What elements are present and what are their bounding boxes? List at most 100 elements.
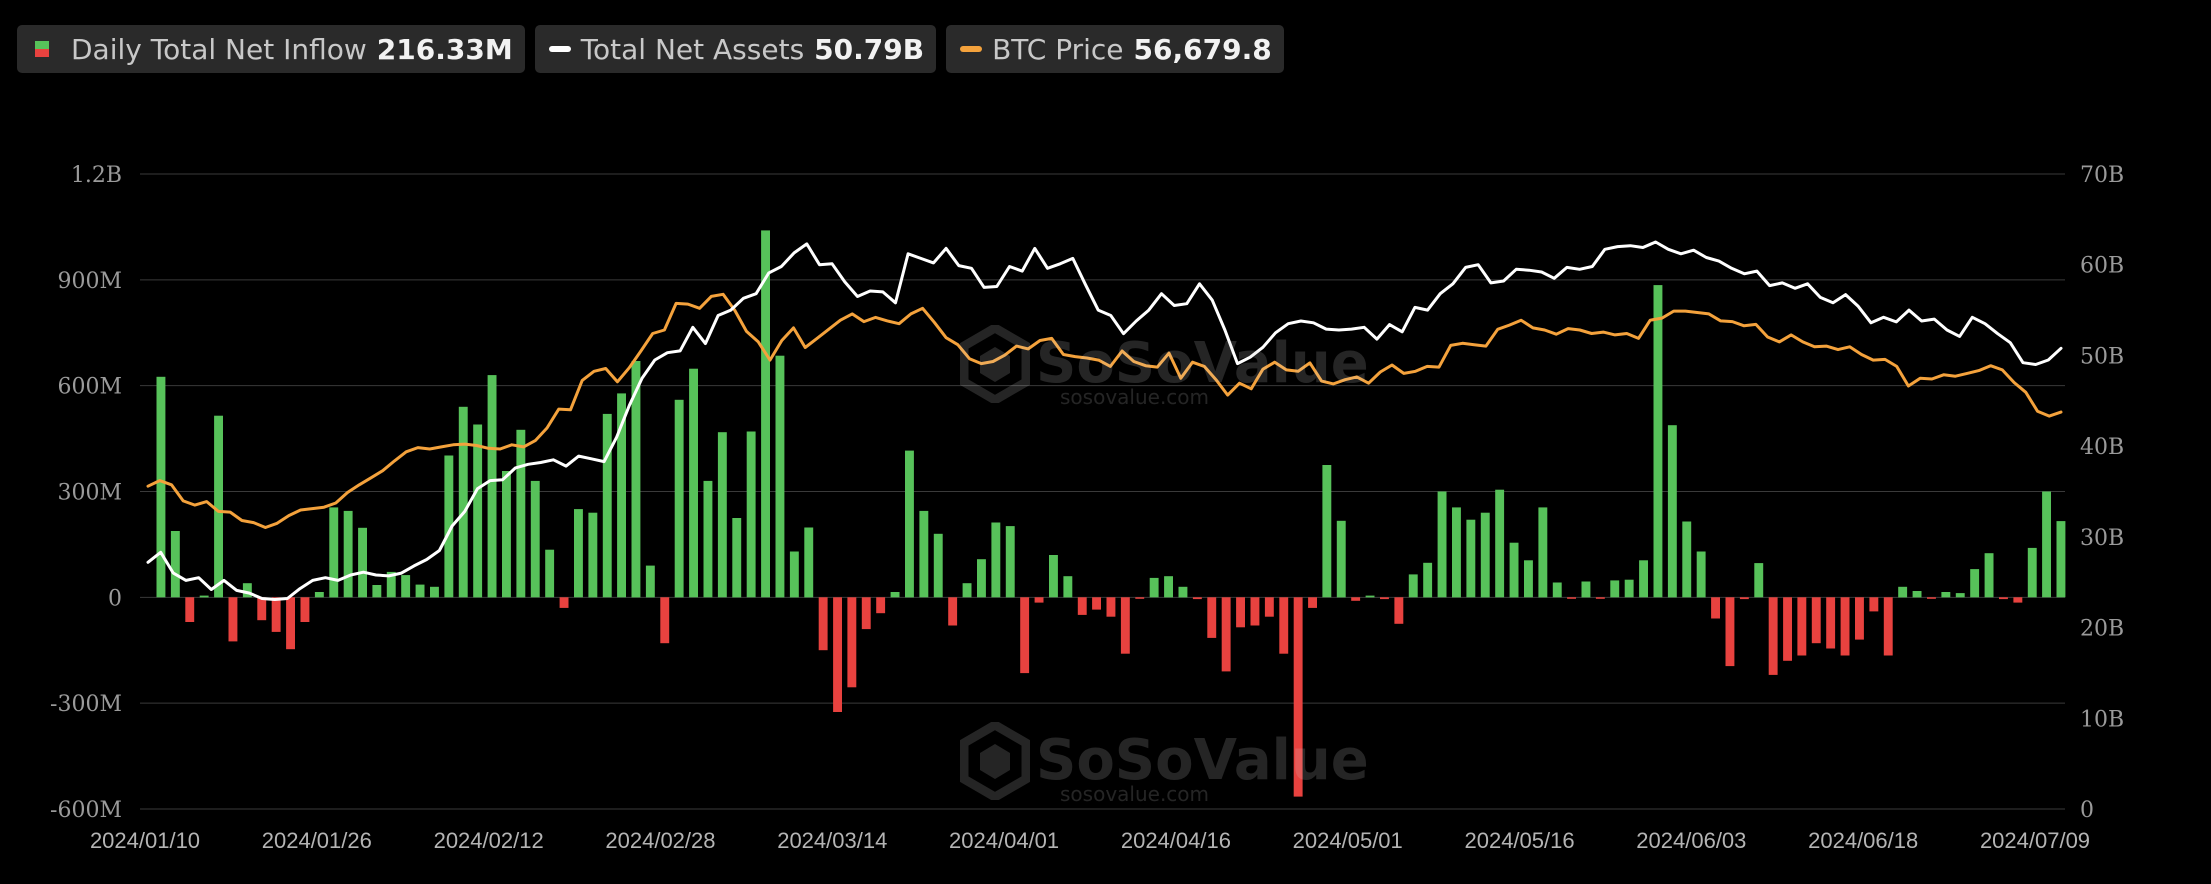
inflow-bar: [1034, 597, 1044, 603]
inflow-bar: [444, 455, 454, 598]
inflow-bar: [645, 565, 655, 598]
inflow-bar: [2042, 491, 2051, 598]
inflow-bar: [1739, 597, 1749, 600]
y-right-tick-label: 20B: [2080, 617, 2124, 642]
inflow-bar: [1927, 597, 1936, 599]
inflow-bar: [1408, 574, 1418, 598]
inflow-bar: [890, 592, 900, 598]
inflow-bar: [242, 583, 252, 598]
inflow-bar: [1696, 551, 1706, 598]
inflow-bar: [602, 413, 612, 598]
inflow-bar: [1984, 553, 1994, 598]
inflow-bar: [286, 597, 295, 650]
inflow-bar: [2013, 597, 2023, 603]
y-right-tick-label: 0: [2080, 798, 2094, 823]
watermark-url: sosovalue.com: [1060, 782, 1210, 806]
y-right-tick-label: 70B: [2080, 163, 2124, 188]
inflow-bar: [1941, 592, 1951, 598]
inflow-bar: [559, 597, 569, 608]
y-right-tick-label: 40B: [2080, 435, 2124, 460]
inflow-bar: [1869, 597, 1879, 612]
inflow-bar: [1005, 526, 1015, 598]
inflow-bar: [833, 597, 842, 712]
inflow-bar: [2027, 547, 2037, 598]
inflow-bar: [1509, 542, 1519, 598]
inflow-bar: [314, 592, 324, 598]
inflow-bar: [271, 597, 281, 632]
inflow-bar: [1351, 597, 1361, 601]
inflow-bar: [1653, 285, 1663, 598]
inflow-bar: [1394, 597, 1404, 624]
inflow-bar: [1207, 597, 1217, 638]
inflow-bar: [1898, 586, 1908, 598]
inflow-bar: [1164, 576, 1173, 598]
inflow-bar: [933, 533, 943, 598]
inflow-bar: [674, 399, 684, 598]
inflow-bar: [775, 355, 785, 598]
inflow-bar: [1624, 579, 1634, 598]
inflow-swatch-icon: [35, 41, 49, 57]
inflow-bar: [228, 597, 238, 642]
inflow-bar: [1192, 597, 1202, 600]
inflow-bar: [358, 527, 367, 598]
y-right-tick-label: 30B: [2080, 526, 2124, 551]
inflow-bar: [1567, 597, 1576, 599]
inflow-bar: [1178, 586, 1188, 598]
inflow-bar: [717, 432, 727, 598]
inflow-bar: [1826, 597, 1836, 649]
inflow-bar: [1308, 597, 1317, 608]
x-tick-label: 2024/02/12: [434, 828, 544, 853]
inflow-bar: [574, 509, 583, 598]
inflow-bar: [343, 510, 353, 598]
inflow-bar: [1711, 597, 1720, 619]
inflow-bar: [401, 575, 411, 598]
inflow-bar: [430, 586, 439, 598]
inflow-bar: [1264, 597, 1274, 617]
x-tick-label: 2024/04/01: [949, 828, 1059, 853]
inflow-bar: [1999, 597, 2008, 600]
inflow-bar: [1437, 491, 1447, 598]
inflow-bar: [1667, 425, 1677, 598]
inflow-bar: [1581, 581, 1591, 598]
legend-bar: Daily Total Net Inflow 216.33M Total Net…: [17, 25, 1284, 73]
inflow-bar: [660, 597, 670, 644]
inflow-bar: [1106, 597, 1116, 617]
inflow-bar: [818, 597, 828, 651]
legend-btc[interactable]: BTC Price 56,679.8: [946, 25, 1284, 73]
inflow-bar: [1135, 597, 1145, 599]
y-left-tick-label: -300M: [50, 692, 122, 717]
inflow-bar: [1423, 562, 1433, 598]
legend-assets[interactable]: Total Net Assets 50.79B: [534, 25, 937, 73]
inflow-bar: [2056, 521, 2066, 598]
inflow-bar: [1236, 597, 1245, 628]
inflow-bar: [1855, 597, 1864, 640]
legend-assets-value: 50.79B: [814, 32, 925, 66]
inflow-bar: [1077, 597, 1087, 615]
y-right-tick-label: 50B: [2080, 344, 2124, 369]
inflow-bar: [170, 531, 180, 598]
y-left-tick-label: -600M: [50, 798, 122, 823]
legend-inflow[interactable]: Daily Total Net Inflow 216.33M: [17, 25, 525, 73]
inflow-bar: [703, 480, 713, 598]
inflow-bar: [473, 424, 483, 598]
inflow-bar: [214, 415, 223, 598]
inflow-bar: [1912, 591, 1922, 598]
inflow-bar: [1725, 597, 1735, 667]
x-tick-label: 2024/05/01: [1293, 828, 1403, 853]
btc-price-line: [146, 292, 2063, 529]
inflow-bar: [1797, 597, 1807, 656]
y-right-tick-label: 60B: [2080, 254, 2124, 279]
inflow-bar: [1682, 521, 1692, 598]
inflow-bar: [1524, 560, 1533, 598]
inflow-bar: [1293, 597, 1303, 797]
watermark-top: SoSoValue sosovalue.com: [960, 325, 1369, 409]
inflow-bar: [861, 597, 871, 630]
inflow-bar: [876, 597, 886, 614]
inflow-bar: [689, 368, 698, 598]
inflow-bar: [156, 376, 166, 598]
inflow-bar: [746, 431, 756, 598]
x-tick-label: 2024/05/16: [1464, 828, 1574, 853]
sosovalue-logo-icon: [960, 325, 1030, 403]
watermark-name: SoSoValue: [1036, 331, 1369, 396]
